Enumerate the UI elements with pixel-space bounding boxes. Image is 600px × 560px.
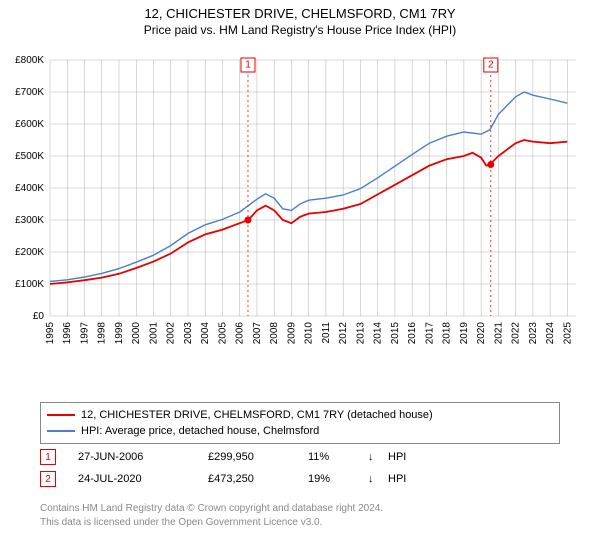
svg-text:2010: 2010: [304, 322, 315, 345]
svg-text:2001: 2001: [148, 322, 159, 345]
svg-text:2024: 2024: [545, 322, 556, 345]
legend-label: HPI: Average price, detached house, Chel…: [81, 425, 319, 437]
svg-text:2007: 2007: [252, 322, 263, 345]
svg-text:2009: 2009: [286, 322, 297, 345]
svg-text:2025: 2025: [562, 322, 573, 345]
svg-text:1996: 1996: [62, 322, 73, 345]
svg-text:£500K: £500K: [15, 151, 44, 162]
title-block: 12, CHICHESTER DRIVE, CHELMSFORD, CM1 7R…: [0, 0, 600, 37]
footer-line1: Contains HM Land Registry data © Crown c…: [40, 502, 383, 516]
sales-table: 1 27-JUN-2006 £299,950 11% ↓ HPI 2 24-JU…: [40, 446, 560, 490]
svg-text:2005: 2005: [217, 322, 228, 345]
svg-text:2019: 2019: [459, 322, 470, 345]
svg-text:1997: 1997: [79, 322, 90, 345]
svg-text:2000: 2000: [131, 322, 142, 345]
legend-item: 12, CHICHESTER DRIVE, CHELMSFORD, CM1 7R…: [47, 407, 553, 423]
svg-text:2002: 2002: [166, 322, 177, 345]
sale-marker-number: 1: [45, 452, 51, 463]
down-arrow-icon: ↓: [368, 473, 388, 485]
sale-price: £299,950: [208, 451, 308, 463]
svg-text:2014: 2014: [373, 322, 384, 345]
svg-text:£200K: £200K: [15, 247, 44, 258]
chart-svg: £0£100K£200K£300K£400K£500K£600K£700K£80…: [48, 48, 578, 358]
legend-label: 12, CHICHESTER DRIVE, CHELMSFORD, CM1 7R…: [81, 409, 433, 421]
svg-text:2020: 2020: [476, 322, 487, 345]
sale-pct: 11%: [308, 451, 368, 463]
footer-line2: This data is licensed under the Open Gov…: [40, 516, 383, 530]
svg-text:2006: 2006: [235, 322, 246, 345]
svg-text:2017: 2017: [424, 322, 435, 345]
svg-text:£100K: £100K: [15, 279, 44, 290]
svg-text:2013: 2013: [355, 322, 366, 345]
svg-text:£600K: £600K: [15, 119, 44, 130]
legend-swatch: [47, 414, 75, 416]
sale-price: £473,250: [208, 473, 308, 485]
svg-text:£700K: £700K: [15, 87, 44, 98]
sale-vs-hpi: HPI: [388, 473, 428, 485]
svg-text:£400K: £400K: [15, 183, 44, 194]
svg-text:2: 2: [488, 60, 494, 71]
sale-date: 24-JUL-2020: [78, 473, 208, 485]
svg-text:1998: 1998: [97, 322, 108, 345]
sale-pct: 19%: [308, 473, 368, 485]
legend: 12, CHICHESTER DRIVE, CHELMSFORD, CM1 7R…: [40, 402, 560, 444]
sale-vs-hpi: HPI: [388, 451, 428, 463]
svg-text:2011: 2011: [321, 322, 332, 344]
svg-text:£0: £0: [33, 311, 45, 322]
svg-text:2008: 2008: [269, 322, 280, 345]
sales-row: 2 24-JUL-2020 £473,250 19% ↓ HPI: [40, 468, 560, 490]
sale-date: 27-JUN-2006: [78, 451, 208, 463]
svg-text:2018: 2018: [442, 322, 453, 345]
svg-text:2004: 2004: [200, 322, 211, 345]
svg-text:2022: 2022: [511, 322, 522, 345]
svg-text:2015: 2015: [390, 322, 401, 345]
sale-marker-number: 2: [45, 474, 51, 485]
legend-item: HPI: Average price, detached house, Chel…: [47, 423, 553, 439]
title-subtitle: Price paid vs. HM Land Registry's House …: [0, 23, 600, 37]
svg-text:£300K: £300K: [15, 215, 44, 226]
footer: Contains HM Land Registry data © Crown c…: [40, 502, 383, 529]
sales-row: 1 27-JUN-2006 £299,950 11% ↓ HPI: [40, 446, 560, 468]
sale-marker-box: 2: [40, 471, 56, 487]
svg-text:2021: 2021: [493, 322, 504, 345]
svg-text:£800K: £800K: [15, 55, 44, 66]
svg-text:1: 1: [245, 60, 251, 71]
svg-text:2023: 2023: [528, 322, 539, 345]
svg-text:2012: 2012: [338, 322, 349, 345]
chart-container: 12, CHICHESTER DRIVE, CHELMSFORD, CM1 7R…: [0, 0, 600, 560]
svg-text:1995: 1995: [45, 322, 56, 345]
sale-marker-box: 1: [40, 449, 56, 465]
svg-text:2003: 2003: [183, 322, 194, 345]
legend-swatch: [47, 430, 75, 432]
down-arrow-icon: ↓: [368, 451, 388, 463]
svg-text:1999: 1999: [114, 322, 125, 345]
svg-text:2016: 2016: [407, 322, 418, 345]
title-address: 12, CHICHESTER DRIVE, CHELMSFORD, CM1 7R…: [0, 6, 600, 21]
